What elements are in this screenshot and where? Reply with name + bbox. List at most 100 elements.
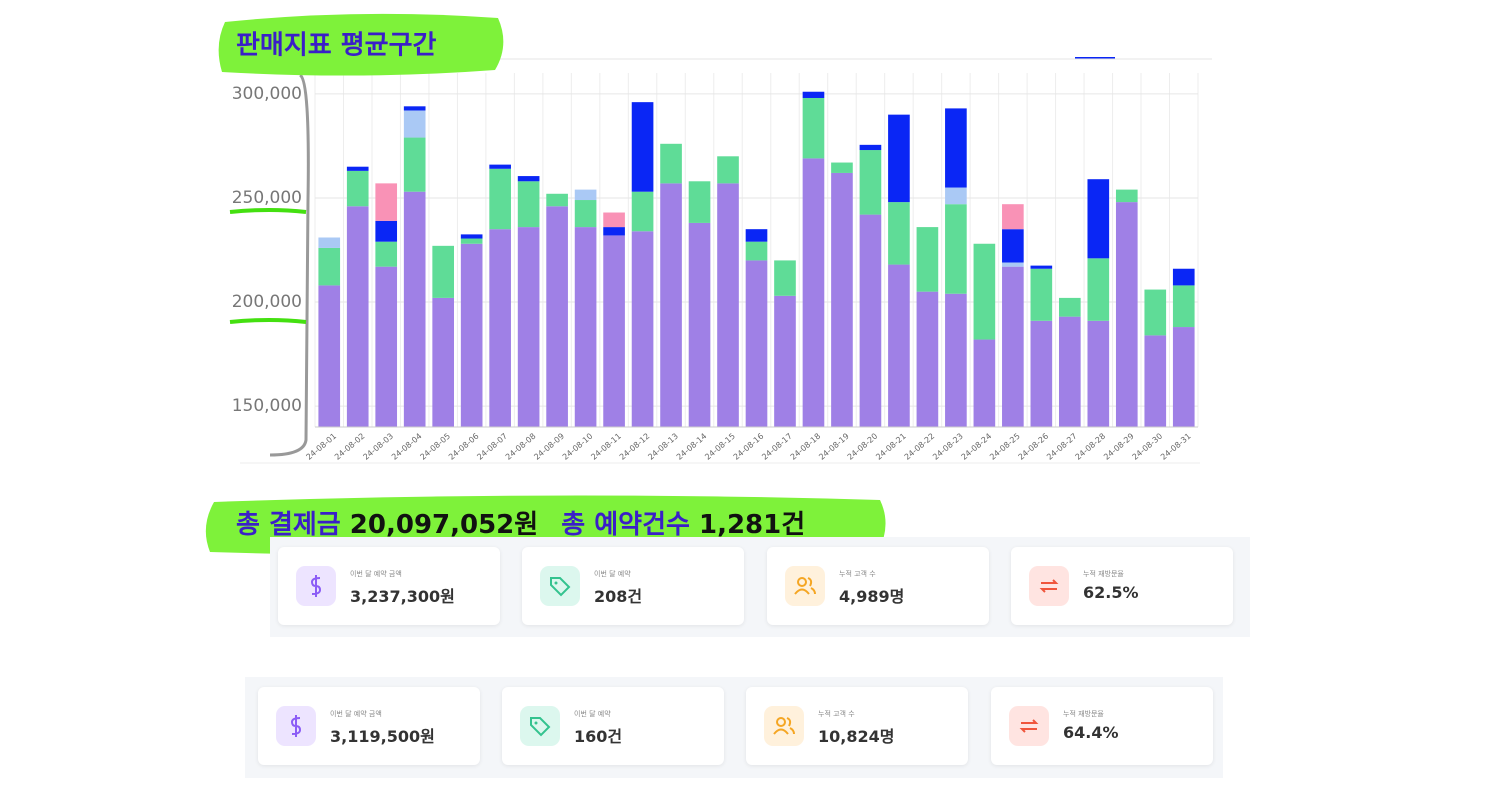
bar-segment [688, 181, 711, 223]
bar-segment [660, 143, 682, 184]
x-tick-label: 24-08-24 [960, 432, 994, 462]
bar-segment [375, 241, 398, 267]
x-tick-label: 24-08-23 [931, 432, 965, 462]
bar-segment [973, 339, 996, 427]
stat-card: 누적 고객 수 4,989명 [767, 547, 989, 625]
x-tick-label: 24-08-19 [817, 432, 851, 462]
y-tick-label: 300,000 [232, 84, 302, 104]
bar-segment [831, 162, 853, 173]
stat-value: 160건 [574, 727, 623, 746]
bar-segment [802, 91, 825, 98]
bar-segment [346, 206, 369, 427]
x-tick-label: 24-08-16 [732, 432, 766, 462]
stat-card: 이번 달 예약 208건 [522, 547, 744, 625]
bar-segment [546, 193, 568, 207]
stat-value: 62.5% [1083, 583, 1139, 602]
x-tick-label: 24-08-29 [1102, 432, 1136, 462]
bar-segment [574, 200, 597, 228]
stat-icon [520, 706, 560, 746]
bar-segment [859, 144, 882, 151]
bar-segment [375, 220, 398, 242]
x-tick-label: 24-08-31 [1159, 432, 1193, 462]
x-tick-label: 24-08-06 [447, 432, 481, 462]
stat-label: 누적 재방문율 [1063, 710, 1104, 718]
bar-segment [603, 235, 625, 427]
summary-label: 총 결제금 [236, 510, 341, 540]
stat-value: 64.4% [1063, 723, 1119, 742]
x-tick-label: 24-08-10 [561, 432, 595, 462]
x-tick-label: 24-08-04 [390, 432, 424, 462]
stat-icon [296, 566, 336, 606]
stat-value: 208건 [594, 587, 643, 606]
bar-segment [1030, 265, 1053, 269]
bar-segment [403, 110, 426, 138]
bar-segment [1058, 297, 1081, 317]
icon-glyph [773, 717, 795, 735]
bar-segment [916, 227, 939, 292]
bar-segment [888, 202, 910, 265]
bar-segment [318, 237, 341, 248]
bar-segment [346, 170, 369, 207]
x-tick-label: 24-08-07 [475, 432, 509, 462]
bar-segment [802, 97, 825, 159]
x-tick-label: 24-08-08 [504, 432, 538, 462]
highlight-title: 판매지표 평균구간 [236, 31, 436, 61]
stat-card: 이번 달 예약 금액 3,237,300원 [278, 547, 500, 625]
bar-segment [945, 108, 967, 188]
stat-icon [764, 706, 804, 746]
x-tick-label: 24-08-30 [1131, 432, 1165, 462]
bar-segment [1002, 262, 1024, 267]
bar-segment [489, 229, 511, 427]
bar-segment [859, 214, 882, 427]
stat-label: 누적 재방문율 [1083, 570, 1124, 578]
stat-value: 10,824명 [818, 727, 895, 746]
x-tick-label: 24-08-20 [846, 432, 880, 462]
x-tick-label: 24-08-18 [789, 432, 823, 462]
bar-segment [1115, 202, 1138, 427]
bar-segment [432, 297, 455, 427]
stat-icon [785, 566, 825, 606]
stat-value: 4,989명 [839, 587, 905, 606]
bar-segment [1087, 179, 1110, 259]
bar-segment [973, 243, 996, 340]
stat-icon [540, 566, 580, 606]
stat-card: 누적 재방문율 64.4% [991, 687, 1213, 765]
x-tick-label: 24-08-22 [903, 432, 937, 462]
bar-segment [859, 150, 882, 215]
x-tick-label: 24-08-26 [1017, 432, 1051, 462]
bar-segment [688, 222, 711, 427]
x-tick-label: 24-08-14 [675, 432, 709, 462]
x-tick-label: 24-08-01 [305, 432, 339, 462]
stat-value: 3,119,500원 [330, 727, 435, 746]
icon-glyph [310, 575, 322, 597]
bar-segment [631, 102, 654, 192]
bar-segment [574, 227, 597, 427]
bar-segment [460, 238, 483, 244]
bar-segment [774, 260, 796, 296]
underline [229, 208, 307, 214]
stat-label: 누적 고객 수 [818, 710, 855, 718]
x-tick-label: 24-08-12 [618, 432, 652, 462]
bar-segment [1030, 320, 1053, 427]
bar-segment [517, 176, 540, 182]
bar-segment [432, 245, 455, 298]
bar-segment [888, 114, 910, 203]
stat-label: 이번 달 예약 금액 [330, 710, 382, 718]
bar-segment [1115, 189, 1138, 203]
x-tick-label: 24-08-25 [988, 432, 1022, 462]
stat-icon [1009, 706, 1049, 746]
bar-segment [1030, 268, 1053, 321]
summary-label: 총 예약건수 [561, 510, 690, 540]
bar-segment [1172, 327, 1195, 427]
bar-segment [745, 260, 768, 427]
icon-glyph [1039, 579, 1059, 593]
bar-segment [346, 166, 369, 171]
icon-glyph [794, 577, 816, 595]
bar-segment [375, 266, 398, 427]
stat-label: 이번 달 예약 [594, 570, 631, 578]
underline [229, 318, 307, 324]
bar-segment [1087, 258, 1110, 321]
x-tick-label: 24-08-09 [532, 432, 566, 462]
